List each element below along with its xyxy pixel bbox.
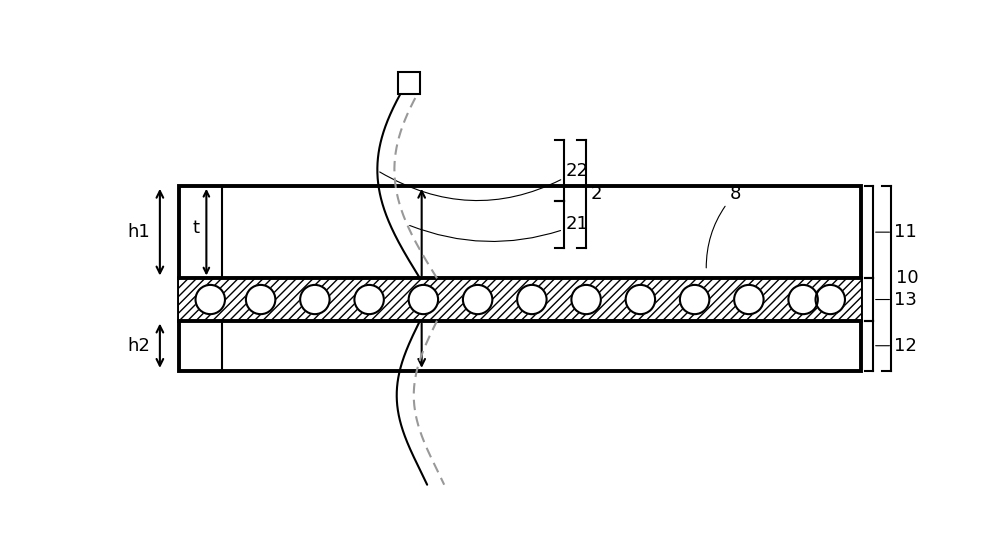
Circle shape [680, 285, 709, 314]
Text: 11: 11 [894, 223, 917, 241]
Text: 10: 10 [896, 269, 919, 287]
Text: 13: 13 [894, 290, 917, 309]
Bar [179, 186, 861, 371]
Circle shape [196, 285, 225, 314]
Circle shape [517, 285, 547, 314]
Circle shape [788, 285, 818, 314]
Text: 22: 22 [380, 162, 589, 200]
Circle shape [300, 285, 330, 314]
Text: t: t [193, 219, 200, 238]
Circle shape [463, 285, 492, 314]
Text: 21: 21 [410, 215, 589, 241]
Text: 8: 8 [706, 185, 741, 268]
Circle shape [626, 285, 655, 314]
Circle shape [354, 285, 384, 314]
Circle shape [816, 285, 845, 314]
Circle shape [246, 285, 275, 314]
Circle shape [571, 285, 601, 314]
Text: 2: 2 [591, 185, 602, 203]
Circle shape [409, 285, 438, 314]
Text: 12: 12 [894, 337, 917, 355]
Text: h1: h1 [128, 223, 150, 241]
Bar [179, 279, 861, 321]
Text: h2: h2 [128, 337, 150, 355]
Circle shape [734, 285, 764, 314]
Bar [398, 72, 420, 94]
